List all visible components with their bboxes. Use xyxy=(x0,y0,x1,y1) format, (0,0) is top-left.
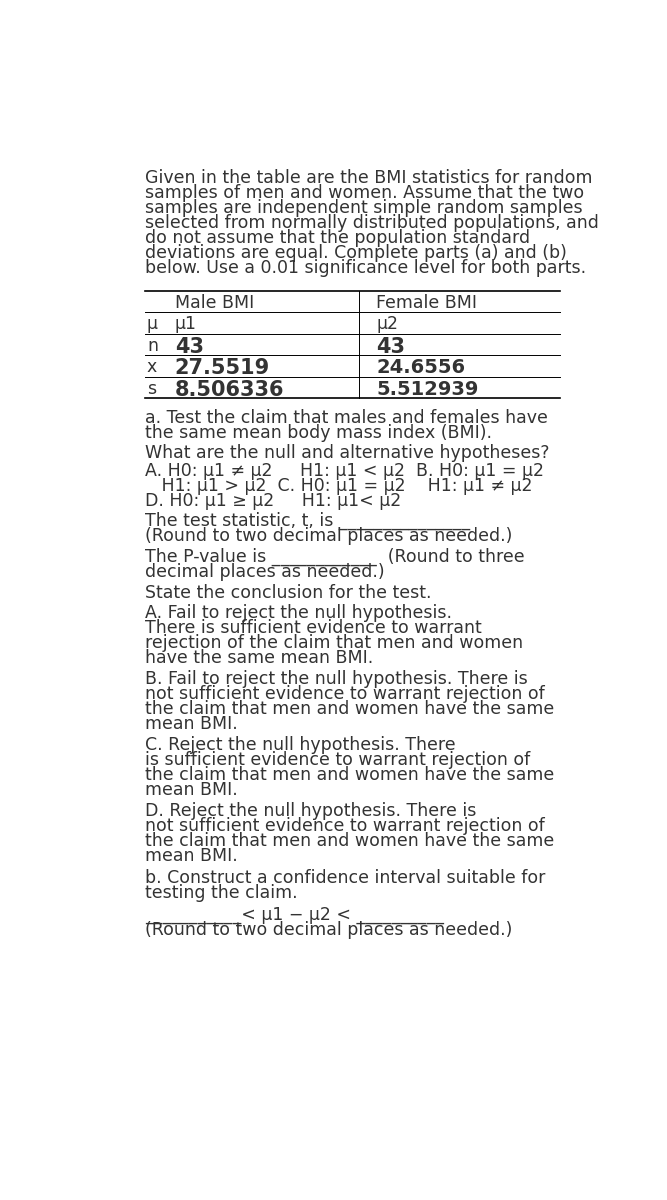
Text: decimal places as needed.): decimal places as needed.) xyxy=(145,563,385,581)
Text: The P-value is ____________  (Round to three: The P-value is ____________ (Round to th… xyxy=(145,548,525,566)
Text: b. Construct a confidence interval suitable for: b. Construct a confidence interval suita… xyxy=(145,869,546,887)
Text: selected from normally distributed populations, and: selected from normally distributed popul… xyxy=(145,214,599,232)
Text: deviations are equal. Complete parts (a) and (b): deviations are equal. Complete parts (a)… xyxy=(145,244,567,262)
Text: a. Test the claim that males and females have: a. Test the claim that males and females… xyxy=(145,409,548,427)
Text: not sufficient evidence to warrant rejection of: not sufficient evidence to warrant rejec… xyxy=(145,685,545,703)
Text: ___________< μ1 − μ2 < __________: ___________< μ1 − μ2 < __________ xyxy=(145,906,444,924)
Text: rejection of the claim that men and women: rejection of the claim that men and wome… xyxy=(145,634,524,652)
Text: mean BMI.: mean BMI. xyxy=(145,715,238,733)
Text: below. Use a 0.01 significance level for both parts.: below. Use a 0.01 significance level for… xyxy=(145,259,586,277)
Text: Female BMI: Female BMI xyxy=(376,294,478,312)
Text: D. Reject the null hypothesis. There is: D. Reject the null hypothesis. There is xyxy=(145,803,477,821)
Text: is sufficient evidence to warrant rejection of: is sufficient evidence to warrant reject… xyxy=(145,751,531,769)
Text: A. H0: μ1 ≠ μ2     H1: μ1 < μ2  B. H0: μ1 = μ2: A. H0: μ1 ≠ μ2 H1: μ1 < μ2 B. H0: μ1 = μ… xyxy=(145,462,544,480)
Text: Given in the table are the BMI statistics for random: Given in the table are the BMI statistic… xyxy=(145,169,593,187)
Text: testing the claim.: testing the claim. xyxy=(145,883,298,901)
Text: x: x xyxy=(147,359,157,377)
Text: the claim that men and women have the same: the claim that men and women have the sa… xyxy=(145,766,555,784)
Text: do not assume that the population standard: do not assume that the population standa… xyxy=(145,229,530,247)
Text: n: n xyxy=(147,337,158,355)
Text: μ1: μ1 xyxy=(175,316,197,334)
Text: Male BMI: Male BMI xyxy=(175,294,254,312)
Text: μ2: μ2 xyxy=(376,316,398,334)
Text: samples are independent simple random samples: samples are independent simple random sa… xyxy=(145,199,583,217)
Text: D. H0: μ1 ≥ μ2     H1: μ1< μ2: D. H0: μ1 ≥ μ2 H1: μ1< μ2 xyxy=(145,492,402,510)
Text: C. Reject the null hypothesis. There: C. Reject the null hypothesis. There xyxy=(145,736,456,754)
Text: μ: μ xyxy=(147,316,158,334)
Text: the claim that men and women have the same: the claim that men and women have the sa… xyxy=(145,833,555,851)
Text: 43: 43 xyxy=(175,337,204,356)
Text: 43: 43 xyxy=(376,337,406,356)
Text: mean BMI.: mean BMI. xyxy=(145,781,238,799)
Text: What are the null and alternative hypotheses?: What are the null and alternative hypoth… xyxy=(145,444,550,462)
Text: the same mean body mass index (BMI).: the same mean body mass index (BMI). xyxy=(145,425,492,443)
Text: 5.512939: 5.512939 xyxy=(376,380,479,400)
Text: There is sufficient evidence to warrant: There is sufficient evidence to warrant xyxy=(145,619,482,637)
Text: s: s xyxy=(147,380,156,398)
Text: The test statistic, t, is _______________: The test statistic, t, is ______________… xyxy=(145,511,470,530)
Text: mean BMI.: mean BMI. xyxy=(145,847,238,865)
Text: the claim that men and women have the same: the claim that men and women have the sa… xyxy=(145,700,555,718)
Text: A. Fail to reject the null hypothesis.: A. Fail to reject the null hypothesis. xyxy=(145,604,452,622)
Text: 8.506336: 8.506336 xyxy=(175,380,284,400)
Text: have the same mean BMI.: have the same mean BMI. xyxy=(145,649,374,667)
Text: samples of men and women. Assume that the two: samples of men and women. Assume that th… xyxy=(145,184,584,202)
Text: 27.5519: 27.5519 xyxy=(175,359,270,378)
Text: H1: μ1 > μ2  C. H0: μ1 = μ2    H1: μ1 ≠ μ2: H1: μ1 > μ2 C. H0: μ1 = μ2 H1: μ1 ≠ μ2 xyxy=(145,478,533,496)
Text: (Round to two decimal places as needed.): (Round to two decimal places as needed.) xyxy=(145,527,513,545)
Text: not sufficient evidence to warrant rejection of: not sufficient evidence to warrant rejec… xyxy=(145,817,545,835)
Text: (Round to two decimal places as needed.): (Round to two decimal places as needed.) xyxy=(145,922,513,940)
Text: 24.6556: 24.6556 xyxy=(376,359,466,378)
Text: State the conclusion for the test.: State the conclusion for the test. xyxy=(145,584,432,602)
Text: B. Fail to reject the null hypothesis. There is: B. Fail to reject the null hypothesis. T… xyxy=(145,670,528,688)
